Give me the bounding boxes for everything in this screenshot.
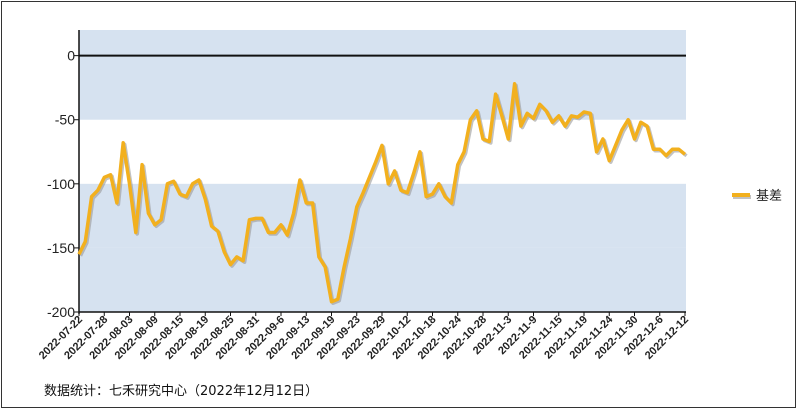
y-tick-label: -50 [55, 112, 75, 128]
band-2 [79, 247, 686, 312]
band-0 [79, 55, 686, 120]
legend: 基差 [732, 189, 782, 204]
y-axis: 0 -50 -100 -150 -200 [47, 30, 80, 320]
y-tick-label: -150 [47, 240, 75, 256]
band-top [79, 30, 686, 56]
background-bands [79, 30, 686, 312]
band-1 [79, 183, 686, 248]
legend-label: 基差 [756, 189, 782, 204]
series-layer [77, 82, 688, 305]
y-tick-label: -200 [47, 304, 75, 320]
series-line [77, 82, 687, 304]
y-tick-label: 0 [67, 48, 75, 64]
source-note: 数据统计：七禾研究中心（2022年12月12日） [44, 384, 319, 399]
y-tick-label: -100 [47, 176, 75, 192]
x-axis: 2022-07-222022-07-282022-08-032022-08-09… [37, 311, 691, 362]
